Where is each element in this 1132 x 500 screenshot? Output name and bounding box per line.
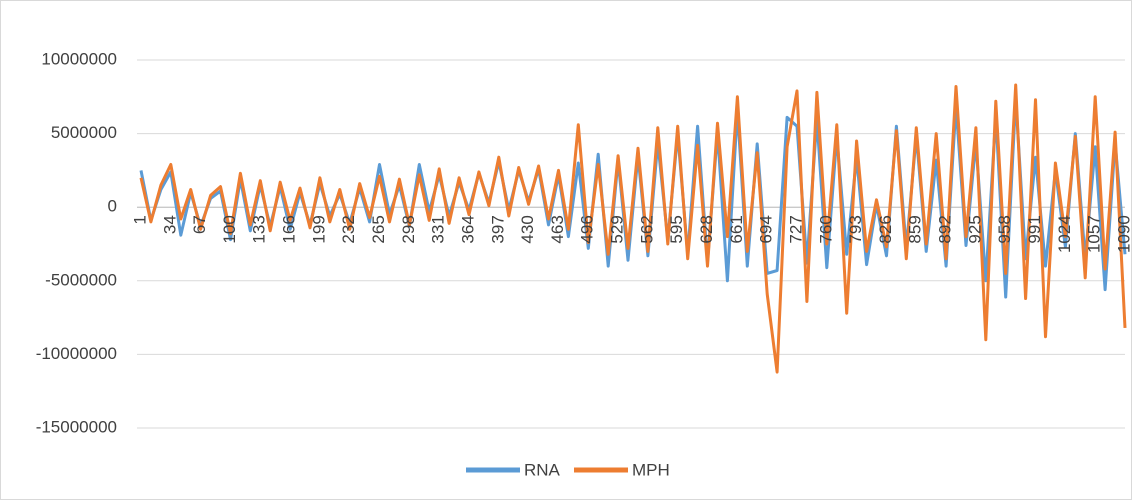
x-tick-label: 793 <box>846 215 865 243</box>
x-tick-label: 463 <box>548 215 567 243</box>
x-tick-label: 166 <box>280 215 299 243</box>
x-tick-label: 265 <box>369 215 388 243</box>
legend-label: MPH <box>632 460 670 479</box>
x-tick-label: 133 <box>250 215 269 243</box>
y-tick-label: -5000000 <box>45 270 117 289</box>
y-tick-label: 5000000 <box>51 123 117 142</box>
x-tick-label: 1024 <box>1055 215 1074 253</box>
y-tick-label: -10000000 <box>36 344 117 363</box>
x-tick-label: 430 <box>518 215 537 243</box>
x-tick-label: 562 <box>637 215 656 243</box>
x-tick-label: 199 <box>309 215 328 243</box>
x-tick-label: 364 <box>458 215 477 243</box>
x-tick-label: 232 <box>339 215 358 243</box>
x-tick-label: 67 <box>190 215 209 234</box>
legend-label: RNA <box>524 460 561 479</box>
x-tick-label: 397 <box>488 215 507 243</box>
series-line <box>139 83 1127 374</box>
x-tick-label: 100 <box>220 215 239 243</box>
x-tick-label: 628 <box>697 215 716 243</box>
x-tick-label: 826 <box>876 215 895 243</box>
x-tick-label: 331 <box>429 215 448 243</box>
y-tick-label: 0 <box>108 197 117 216</box>
x-tick-label: 496 <box>578 215 597 243</box>
x-tick-label: 991 <box>1025 215 1044 243</box>
y-tick-label: 10000000 <box>41 49 117 68</box>
x-tick-label: 694 <box>757 215 776 243</box>
x-tick-label: 529 <box>608 215 627 243</box>
x-tick-label: 892 <box>936 215 955 243</box>
x-tick-label: 661 <box>727 215 746 243</box>
x-tick-label: 298 <box>399 215 418 243</box>
x-tick-label: 958 <box>995 215 1014 243</box>
x-tick-label: 727 <box>786 215 805 243</box>
x-tick-label: 925 <box>965 215 984 243</box>
x-tick-label: 859 <box>906 215 925 243</box>
x-tick-label: 760 <box>816 215 835 243</box>
x-tick-label: 1057 <box>1085 215 1104 253</box>
x-tick-label: 1090 <box>1114 215 1132 253</box>
x-tick-label: 1 <box>130 215 149 224</box>
x-tick-label: 34 <box>160 215 179 234</box>
x-tick-label: 595 <box>667 215 686 243</box>
y-tick-label: -15000000 <box>36 417 117 436</box>
